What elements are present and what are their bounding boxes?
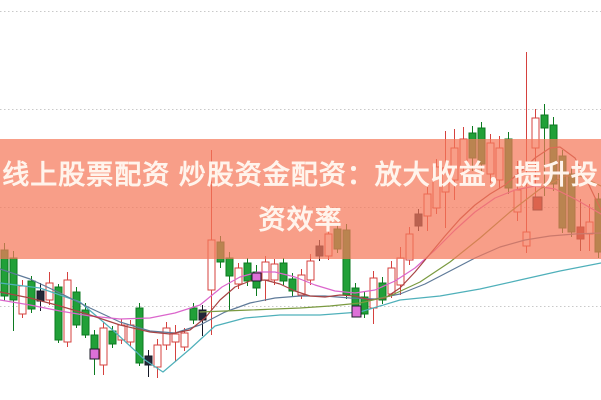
marker-box <box>89 348 100 360</box>
candle-body <box>369 277 378 309</box>
candle-body <box>540 114 549 129</box>
banner-title-line-1: 线上股票配资 炒股资金配资：放大收益，提升投 <box>2 160 599 190</box>
marker-box <box>251 272 262 282</box>
candle-body <box>135 307 144 364</box>
candle-body <box>63 279 72 343</box>
candle-body <box>18 285 27 315</box>
candle-body <box>99 327 108 366</box>
candle-body <box>396 257 405 286</box>
marker-box <box>351 305 362 318</box>
candle-body <box>297 274 306 296</box>
candle-body <box>261 261 270 281</box>
candle-body <box>36 290 45 302</box>
candle-body <box>153 344 162 368</box>
candle-body <box>72 291 81 326</box>
promo-banner: 线上股票配资 炒股资金配资：放大收益，提升投 资效率 <box>0 139 601 259</box>
ma-cyan <box>0 262 601 373</box>
candle-body <box>162 327 171 346</box>
candle-body <box>306 260 315 281</box>
candle-body <box>243 262 252 282</box>
candle-body <box>27 280 36 310</box>
candle-body <box>108 330 117 345</box>
candle-body <box>90 334 99 350</box>
banner-title-line-2: 资效率 <box>258 205 343 235</box>
candle-body <box>171 333 180 343</box>
candle-body <box>279 262 288 282</box>
candle-body <box>81 309 90 336</box>
candle-body <box>288 278 297 292</box>
candle-body <box>225 257 234 277</box>
candle-body <box>180 332 189 348</box>
candle-body <box>189 307 198 321</box>
candle-body <box>378 282 387 301</box>
candle-body <box>54 286 63 341</box>
candle-body <box>234 267 243 285</box>
